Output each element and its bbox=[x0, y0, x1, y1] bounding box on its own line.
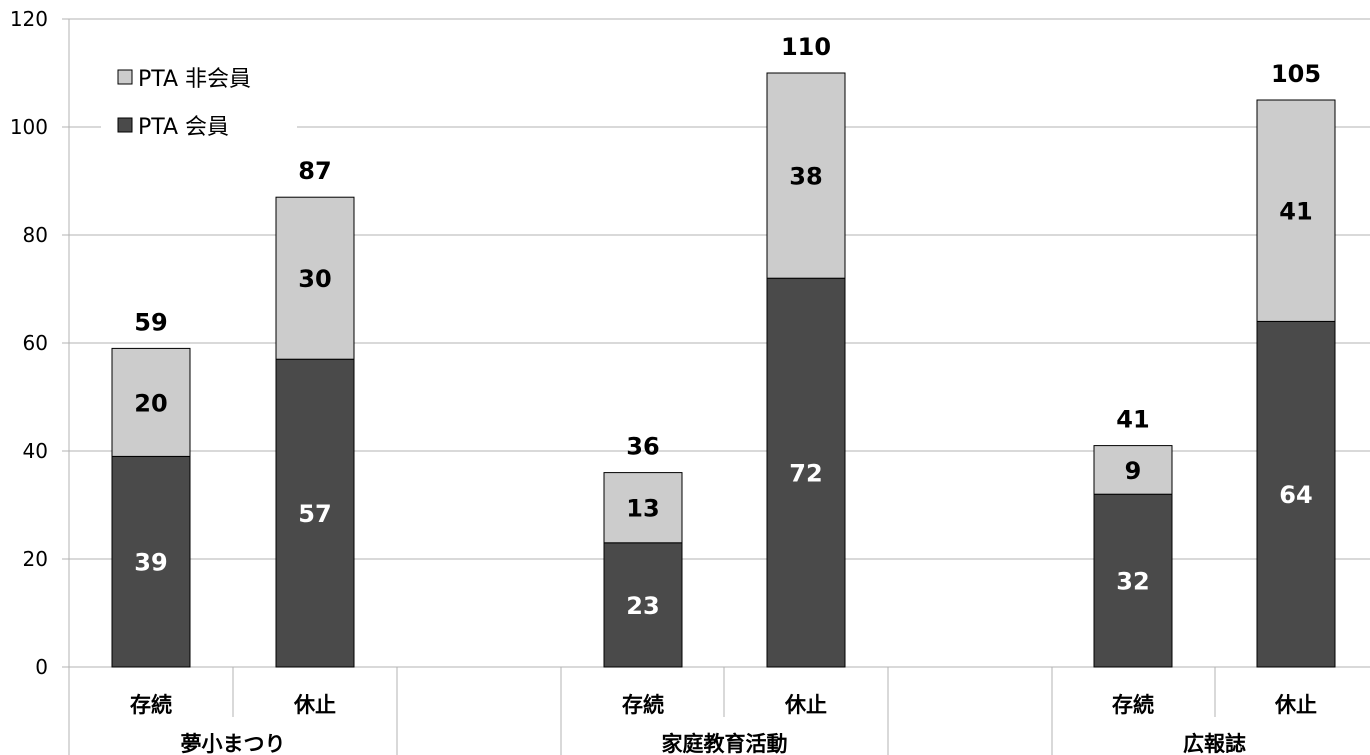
total-label: 59 bbox=[134, 308, 167, 336]
group-label: 家庭教育活動 bbox=[662, 732, 788, 755]
data-label: 13 bbox=[626, 495, 659, 523]
data-label: 39 bbox=[134, 549, 167, 577]
data-label: 23 bbox=[626, 592, 659, 620]
bar-segment-member bbox=[275, 358, 355, 668]
category-label: 休止 bbox=[784, 693, 827, 717]
data-label: 41 bbox=[1279, 198, 1312, 226]
data-label: 64 bbox=[1279, 481, 1312, 509]
data-label: 30 bbox=[298, 265, 331, 293]
total-label: 87 bbox=[298, 157, 331, 185]
category-label: 存続 bbox=[622, 693, 664, 717]
bar-segment-member bbox=[1093, 493, 1173, 668]
data-label: 32 bbox=[1116, 568, 1149, 596]
data-label: 9 bbox=[1125, 457, 1142, 485]
y-tick-label: 20 bbox=[23, 547, 48, 571]
data-label: 20 bbox=[134, 389, 167, 417]
y-tick-label: 100 bbox=[10, 115, 48, 139]
legend-swatch bbox=[117, 117, 133, 133]
category-label: 存続 bbox=[1112, 693, 1154, 717]
total-label: 36 bbox=[626, 433, 659, 461]
bar-segment-nonmember bbox=[766, 72, 846, 279]
group-label: 広報誌 bbox=[1183, 732, 1246, 755]
bar-segment-nonmember bbox=[111, 347, 191, 457]
y-tick-label: 0 bbox=[35, 655, 48, 679]
bar-segment-nonmember bbox=[1093, 445, 1173, 495]
bar-segment-nonmember bbox=[275, 196, 355, 360]
bar-segment-member bbox=[1256, 320, 1336, 668]
data-label: 72 bbox=[789, 460, 822, 488]
legend-swatch bbox=[117, 69, 133, 85]
bar-segment-nonmember bbox=[603, 472, 683, 544]
y-tick-label: 120 bbox=[10, 7, 48, 31]
y-tick-label: 40 bbox=[23, 439, 48, 463]
bar-segment-member bbox=[603, 542, 683, 668]
category-label: 休止 bbox=[1274, 693, 1317, 717]
category-label: 存続 bbox=[130, 693, 172, 717]
legend-background bbox=[101, 57, 297, 147]
total-label: 110 bbox=[781, 33, 831, 61]
group-label: 夢小まつり bbox=[181, 732, 286, 755]
bar-segment-member bbox=[766, 277, 846, 668]
data-label: 57 bbox=[298, 500, 331, 528]
bar-segment-member bbox=[111, 455, 191, 668]
total-label: 105 bbox=[1271, 60, 1321, 88]
bar-segment-nonmember bbox=[1256, 99, 1336, 322]
category-label: 休止 bbox=[293, 693, 336, 717]
y-tick-label: 60 bbox=[23, 331, 48, 355]
total-label: 41 bbox=[1116, 406, 1149, 434]
legend-label: PTA 非会員 bbox=[138, 67, 251, 92]
y-tick-label: 80 bbox=[23, 223, 48, 247]
data-label: 38 bbox=[789, 163, 822, 191]
legend-label: PTA 会員 bbox=[138, 115, 229, 140]
